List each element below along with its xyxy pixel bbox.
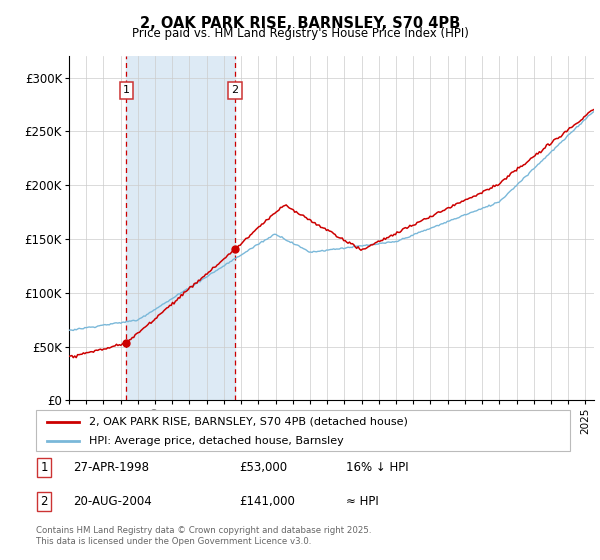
Bar (126, 56, 235, 400)
Text: £53,000: £53,000 (239, 461, 287, 474)
Text: 2, OAK PARK RISE, BARNSLEY, S70 4PB: 2, OAK PARK RISE, BARNSLEY, S70 4PB (140, 16, 460, 31)
Text: 2: 2 (40, 496, 48, 508)
Text: Contains HM Land Registry data © Crown copyright and database right 2025.
This d: Contains HM Land Registry data © Crown c… (36, 526, 371, 546)
Text: HPI: Average price, detached house, Barnsley: HPI: Average price, detached house, Barn… (89, 436, 344, 446)
Text: £141,000: £141,000 (239, 496, 295, 508)
Text: 20-AUG-2004: 20-AUG-2004 (73, 496, 152, 508)
FancyBboxPatch shape (36, 410, 570, 451)
Text: 1: 1 (40, 461, 48, 474)
Text: 2, OAK PARK RISE, BARNSLEY, S70 4PB (detached house): 2, OAK PARK RISE, BARNSLEY, S70 4PB (det… (89, 417, 408, 427)
Text: 1: 1 (122, 86, 130, 95)
Text: 2: 2 (232, 86, 238, 95)
Text: 27-APR-1998: 27-APR-1998 (73, 461, 149, 474)
Text: ≈ HPI: ≈ HPI (346, 496, 379, 508)
Text: 16% ↓ HPI: 16% ↓ HPI (346, 461, 409, 474)
Text: Price paid vs. HM Land Registry's House Price Index (HPI): Price paid vs. HM Land Registry's House … (131, 27, 469, 40)
